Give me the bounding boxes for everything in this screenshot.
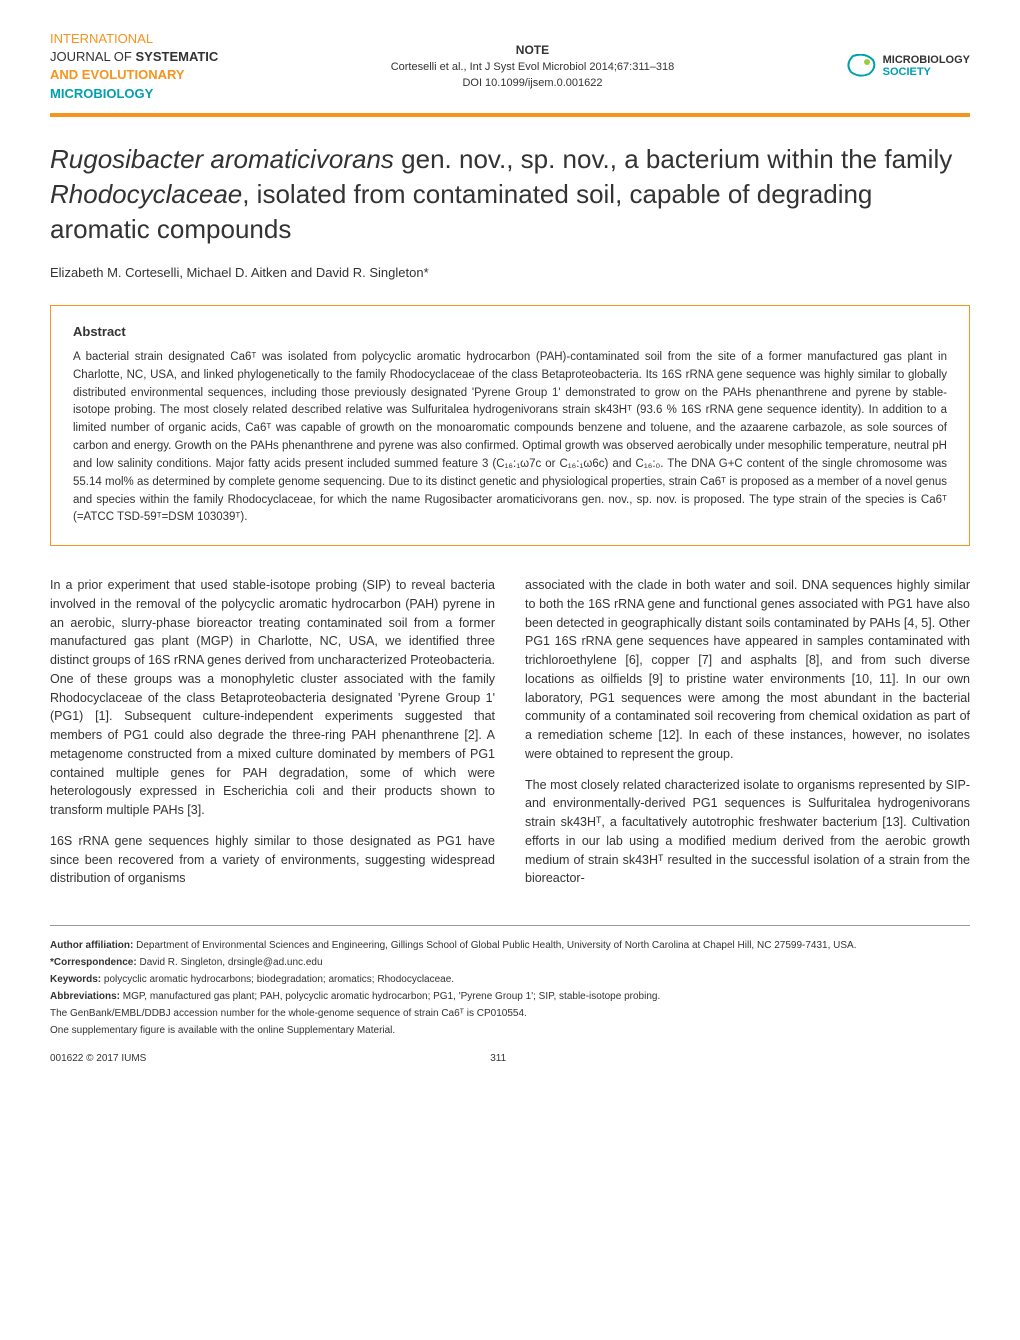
title-species: Rugosibacter aromaticivorans xyxy=(50,144,394,174)
keywords-label: Keywords: xyxy=(50,974,101,985)
journal-line4: MICROBIOLOGY xyxy=(50,85,218,103)
journal-line2b: SYSTEMATIC xyxy=(135,49,218,64)
body-p3: associated with the clade in both water … xyxy=(525,576,970,764)
bottom-row: 001622 © 2017 IUMS 311 xyxy=(50,1053,970,1064)
keywords-text: polycyclic aromatic hydrocarbons; biodeg… xyxy=(101,974,454,985)
journal-line1: INTERNATIONAL xyxy=(50,30,218,48)
society-logo-icon xyxy=(847,54,877,78)
society-l1: MICROBIOLOGY xyxy=(883,54,970,66)
supplementary-line: One supplementary figure is available wi… xyxy=(50,1023,970,1038)
footer-info: Author affiliation: Department of Enviro… xyxy=(50,938,970,1038)
abbreviations-text: MGP, manufactured gas plant; PAH, polycy… xyxy=(120,991,660,1002)
title-family: Rhodocyclaceae xyxy=(50,179,242,209)
affiliation-text: Department of Environmental Sciences and… xyxy=(133,940,856,951)
correspondence-text: David R. Singleton, drsingle@ad.unc.edu xyxy=(137,957,323,968)
society-logo: MICROBIOLOGY SOCIETY xyxy=(847,54,970,78)
doi-line: DOI 10.1099/ijsem.0.001622 xyxy=(391,75,675,92)
journal-line2a: JOURNAL OF xyxy=(50,49,135,64)
correspondence-line: *Correspondence: David R. Singleton, drs… xyxy=(50,955,970,970)
note-label: NOTE xyxy=(391,41,675,59)
header-center: NOTE Corteselli et al., Int J Syst Evol … xyxy=(391,41,675,92)
copyright: 001622 © 2017 IUMS xyxy=(50,1053,146,1064)
society-logo-text: MICROBIOLOGY SOCIETY xyxy=(883,54,970,78)
authors: Elizabeth M. Corteselli, Michael D. Aitk… xyxy=(50,265,970,280)
bottom-spacer xyxy=(850,1053,970,1064)
journal-line2: JOURNAL OF SYSTEMATIC xyxy=(50,48,218,66)
affiliation-label: Author affiliation: xyxy=(50,940,133,951)
body-p4: The most closely related characterized i… xyxy=(525,776,970,889)
genbank-line: The GenBank/EMBL/DDBJ accession number f… xyxy=(50,1006,970,1021)
affiliation-line: Author affiliation: Department of Enviro… xyxy=(50,938,970,953)
abstract-text: A bacterial strain designated Ca6ᵀ was i… xyxy=(73,349,947,527)
header-rule xyxy=(50,113,970,117)
abstract-label: Abstract xyxy=(73,324,947,339)
correspondence-label: *Correspondence: xyxy=(50,957,137,968)
body-col-right: associated with the clade in both water … xyxy=(525,576,970,900)
body-p2: 16S rRNA gene sequences highly similar t… xyxy=(50,832,495,888)
citation-line: Corteselli et al., Int J Syst Evol Micro… xyxy=(391,59,675,76)
body-col-left: In a prior experiment that used stable-i… xyxy=(50,576,495,900)
journal-brand: INTERNATIONAL JOURNAL OF SYSTEMATIC AND … xyxy=(50,30,218,103)
journal-line3: AND EVOLUTIONARY xyxy=(50,66,218,84)
article-title: Rugosibacter aromaticivorans gen. nov., … xyxy=(50,142,970,247)
body-p1: In a prior experiment that used stable-i… xyxy=(50,576,495,820)
society-l2: SOCIETY xyxy=(883,66,970,78)
page-number: 311 xyxy=(146,1053,850,1064)
abbreviations-line: Abbreviations: MGP, manufactured gas pla… xyxy=(50,989,970,1004)
footer-rule xyxy=(50,925,970,926)
body-columns: In a prior experiment that used stable-i… xyxy=(50,576,970,900)
abstract-box: Abstract A bacterial strain designated C… xyxy=(50,305,970,546)
keywords-line: Keywords: polycyclic aromatic hydrocarbo… xyxy=(50,972,970,987)
title-mid1: gen. nov., sp. nov., a bacterium within … xyxy=(394,144,952,174)
page-header: INTERNATIONAL JOURNAL OF SYSTEMATIC AND … xyxy=(50,30,970,103)
abbreviations-label: Abbreviations: xyxy=(50,991,120,1002)
